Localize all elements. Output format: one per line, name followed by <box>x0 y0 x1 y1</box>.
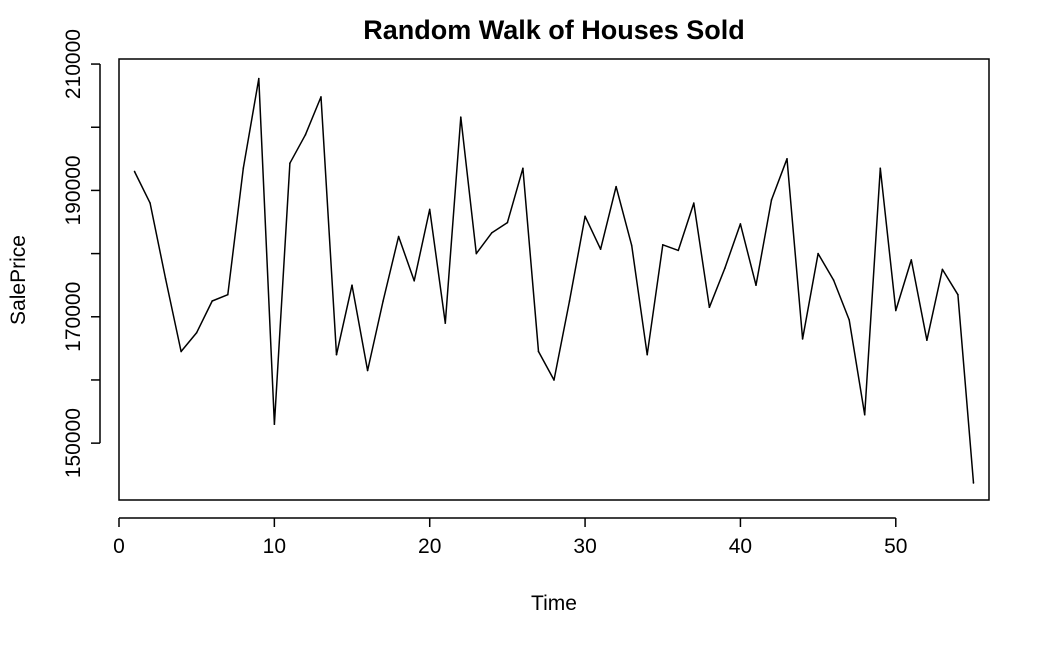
data-point <box>599 248 602 250</box>
data-point <box>397 235 400 238</box>
x-axis: 0 10 20 30 40 50 <box>113 517 907 558</box>
data-point <box>304 134 307 136</box>
data-point <box>459 116 462 118</box>
data-point <box>661 243 664 246</box>
series-line-saleprice <box>133 77 975 483</box>
data-point <box>848 319 850 321</box>
y-tick-label: 170000 <box>62 282 85 352</box>
x-tick-label: 30 <box>573 535 596 558</box>
data-point <box>351 284 353 286</box>
data-point <box>444 322 447 324</box>
x-tick-label: 50 <box>884 535 907 558</box>
data-point <box>584 215 586 218</box>
data-point <box>786 158 788 160</box>
data-point <box>739 223 742 225</box>
data-point <box>879 167 882 170</box>
data-point <box>894 309 897 312</box>
data-point <box>335 353 338 356</box>
data-point <box>149 202 151 204</box>
data-point <box>553 379 555 381</box>
x-tick-label: 10 <box>263 535 286 558</box>
data-point <box>972 482 975 484</box>
data-point <box>475 252 478 255</box>
data-point <box>646 353 649 356</box>
data-point <box>801 338 804 340</box>
data-point <box>832 279 835 281</box>
chart-title: Random Walk of Houses Sold <box>363 15 745 45</box>
x-axis-label: Time <box>531 592 577 615</box>
data-point <box>708 306 711 309</box>
data-point <box>273 423 276 425</box>
y-tick-label: 210000 <box>62 29 85 99</box>
x-tick-label: 40 <box>729 535 752 558</box>
series-points <box>133 77 975 484</box>
data-point <box>537 350 540 353</box>
data-point <box>630 244 633 247</box>
y-axis: 150000 170000 190000 210000 <box>62 29 101 478</box>
y-tick-label: 190000 <box>62 155 85 225</box>
data-point <box>817 252 819 255</box>
x-tick-label: 20 <box>418 535 441 558</box>
data-point <box>289 162 291 165</box>
data-point <box>615 185 617 188</box>
y-tick-label: 150000 <box>62 408 85 478</box>
data-point <box>522 167 524 170</box>
data-point <box>491 231 493 234</box>
data-point <box>413 279 415 282</box>
x-tick-label: 0 <box>113 535 125 558</box>
data-point <box>242 167 245 170</box>
data-point <box>863 413 866 416</box>
data-point <box>133 170 136 173</box>
data-point <box>382 300 384 302</box>
data-point <box>164 278 167 280</box>
data-point <box>195 331 198 334</box>
data-point <box>506 221 509 224</box>
data-point <box>226 293 229 296</box>
data-point <box>428 208 431 211</box>
data-point <box>568 300 571 302</box>
data-point <box>770 199 773 201</box>
data-point <box>910 259 913 261</box>
data-point <box>320 96 322 98</box>
plot-frame <box>118 58 990 501</box>
data-point <box>755 284 757 286</box>
data-point <box>366 369 369 372</box>
data-point <box>941 268 944 271</box>
data-point <box>724 267 726 269</box>
data-point <box>926 339 928 341</box>
data-point <box>677 249 680 252</box>
data-point <box>211 300 214 302</box>
data-point <box>693 202 695 204</box>
data-point <box>180 350 182 353</box>
data-point <box>258 77 260 80</box>
data-point <box>957 293 959 296</box>
y-axis-label: SalePrice <box>7 235 30 325</box>
